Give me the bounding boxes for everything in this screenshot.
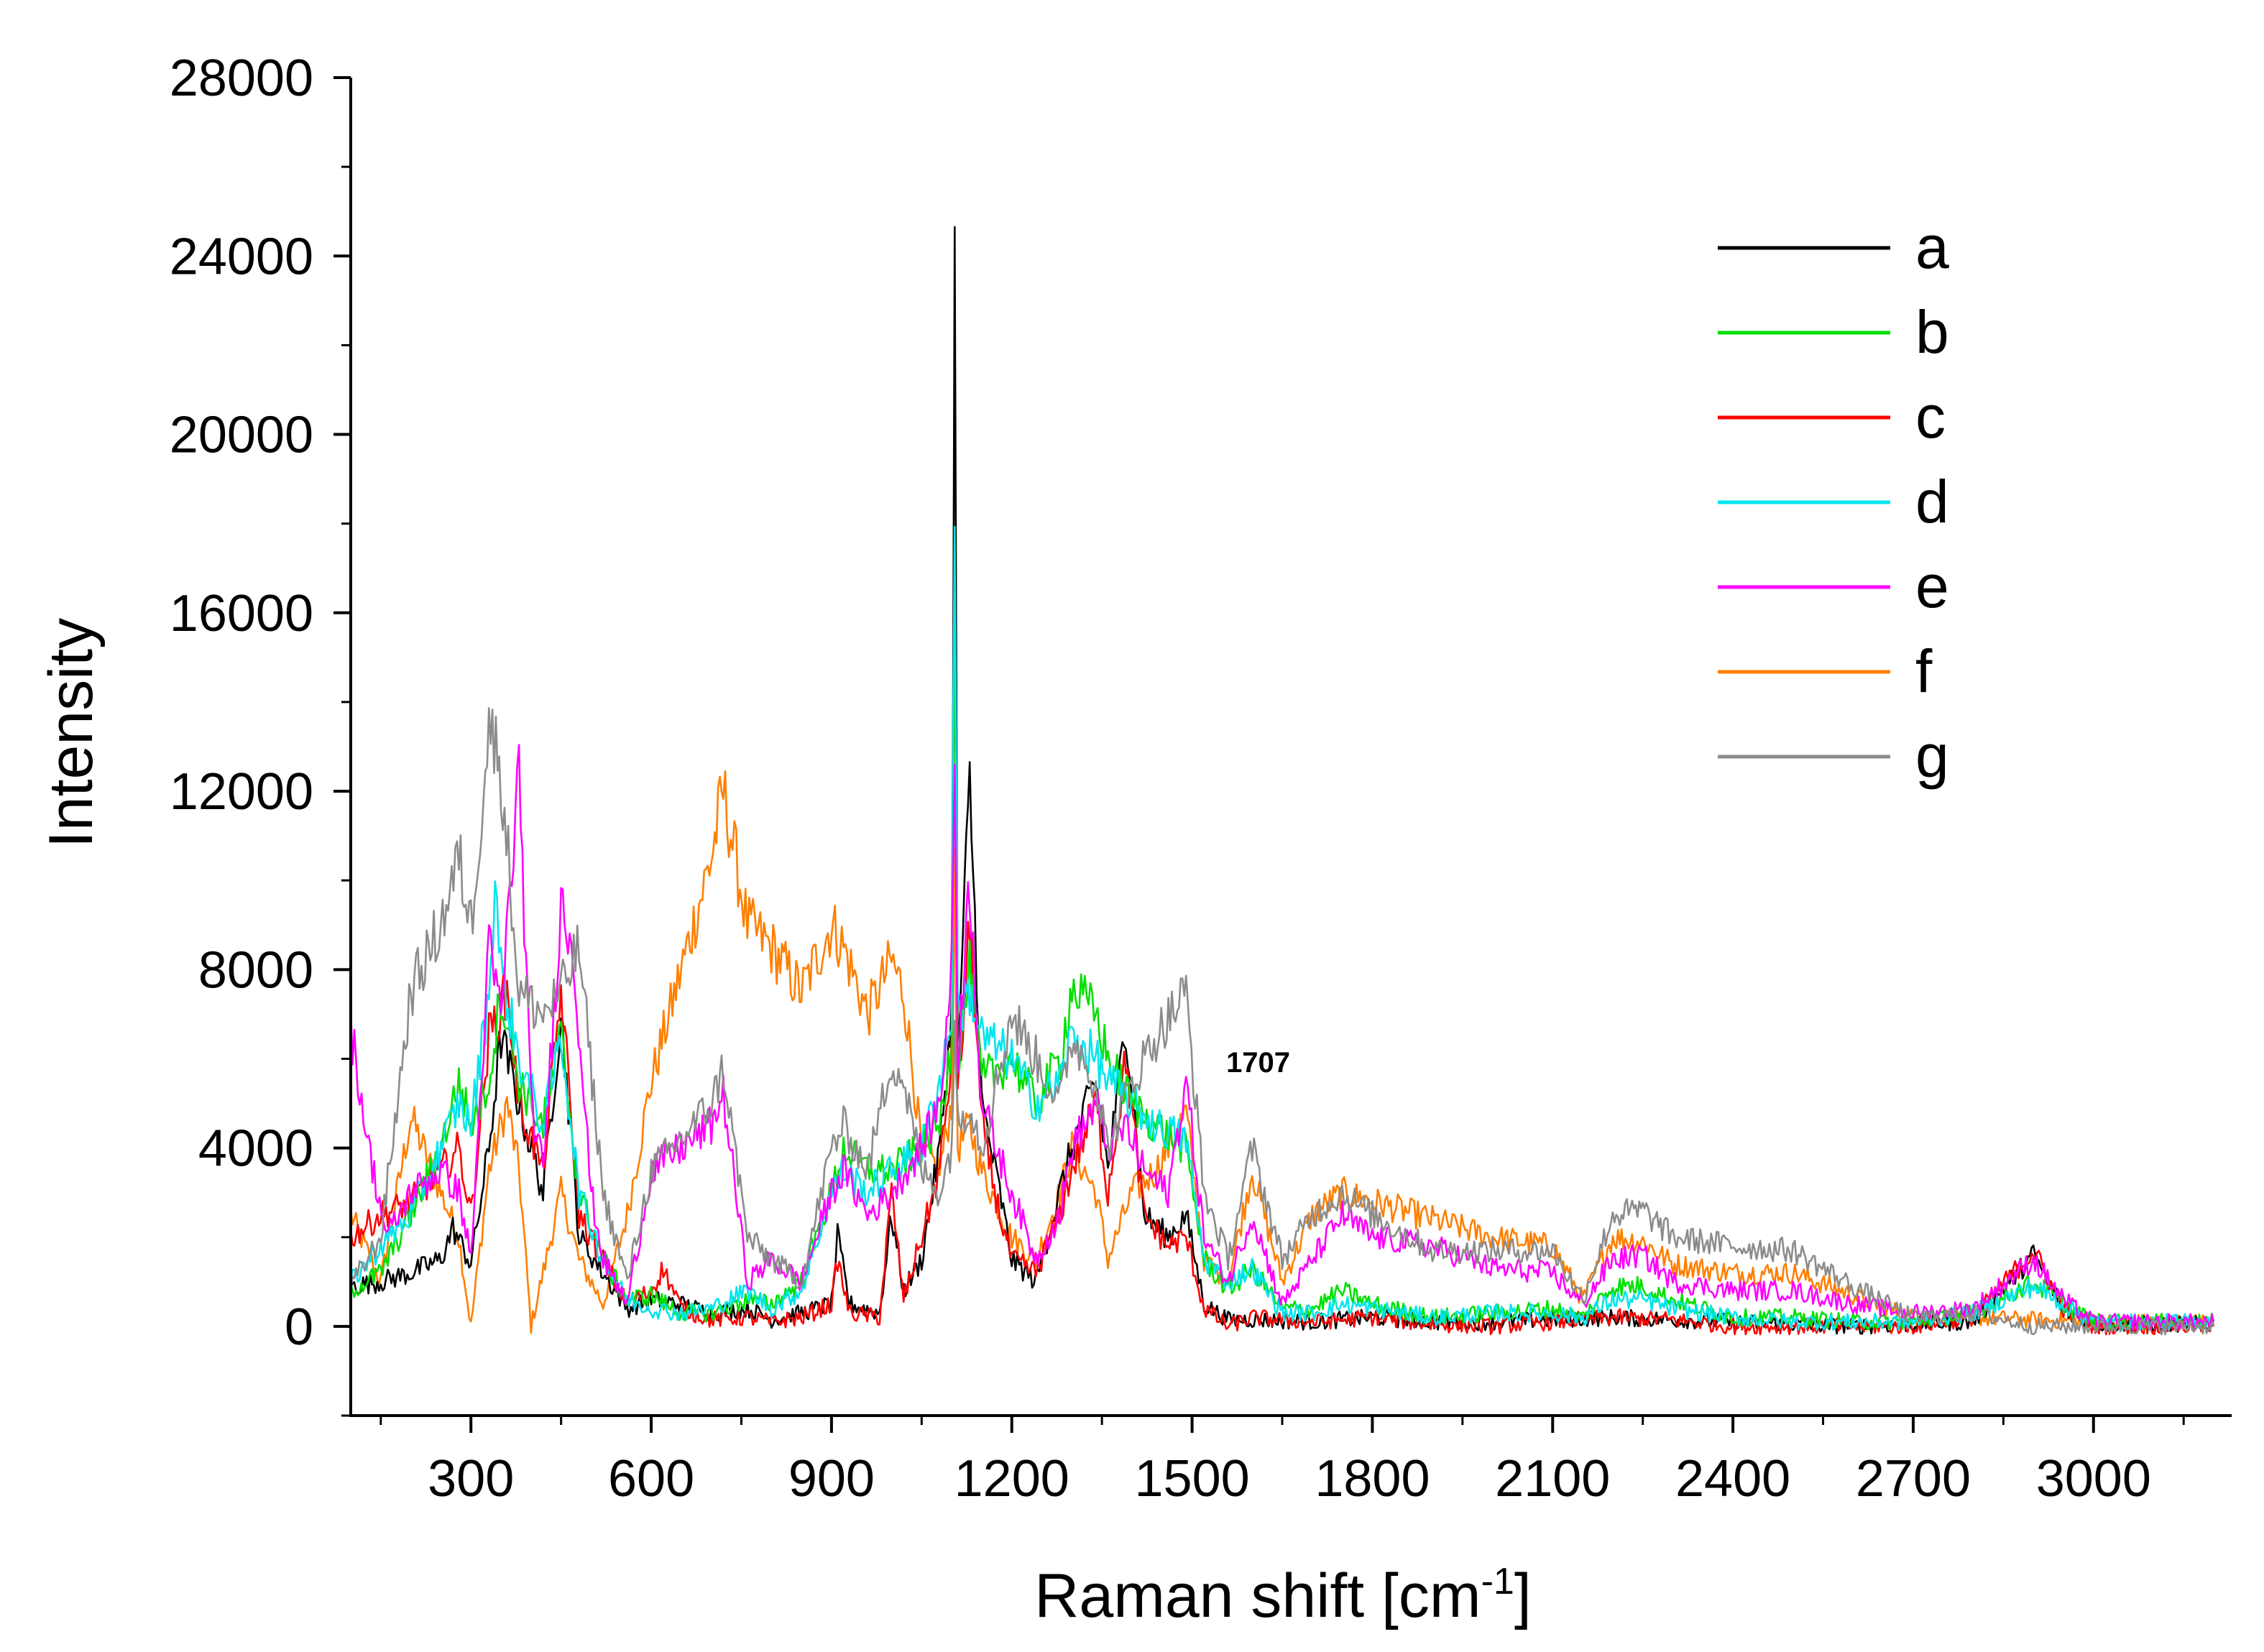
x-axis-title-main: Raman shift [cm (1034, 1561, 1481, 1630)
y-ticks: 0 4000 8000 12000 16000 20000 24000 28000 (170, 50, 351, 1417)
x-tick-label: 2400 (1675, 1450, 1790, 1508)
x-tick-label: 900 (788, 1450, 875, 1508)
y-tick-label: 4000 (198, 1120, 313, 1178)
y-tick-label: 20000 (170, 407, 313, 464)
y-tick-label: 24000 (170, 228, 313, 285)
legend-label-f: f (1915, 637, 1933, 705)
series-layer (349, 226, 2215, 1336)
x-ticks: 300 600 900 1200 1500 1800 2100 2400 2700 3000 (379, 1416, 2185, 1508)
legend-label-c: c (1915, 383, 1946, 451)
axes: 0 4000 8000 12000 16000 20000 24000 28000 300 60… (170, 50, 2232, 1508)
x-axis-title-end: ] (1514, 1561, 1532, 1630)
series-line-d (349, 525, 2214, 1332)
series-line-b (349, 573, 2215, 1331)
legend-label-d: d (1915, 468, 1949, 535)
y-tick-label: 28000 (170, 50, 313, 107)
series-line-e (349, 744, 2215, 1331)
x-axis-title-sup: -1 (1481, 1561, 1514, 1602)
y-tick-label: 0 (285, 1298, 313, 1356)
legend-label-g: g (1915, 722, 1949, 790)
x-tick-label: 2700 (1856, 1450, 1971, 1508)
y-axis-title: Intensity (37, 618, 106, 848)
x-tick-label: 1200 (954, 1450, 1069, 1508)
x-tick-label: 300 (428, 1450, 514, 1508)
x-tick-label: 2100 (1495, 1450, 1610, 1508)
series-line-g (349, 707, 2215, 1336)
x-tick-label: 600 (608, 1450, 694, 1508)
y-tick-label: 16000 (170, 585, 313, 642)
legend-label-e: e (1915, 553, 1949, 620)
peak-annotation-1707: 1707 (1226, 1047, 1290, 1079)
legend-label-b: b (1915, 298, 1949, 366)
y-tick-label: 12000 (170, 763, 313, 821)
x-tick-label: 3000 (2036, 1450, 2151, 1508)
x-axis-title: Raman shift [cm-1] (1034, 1561, 1531, 1630)
y-tick-label: 8000 (198, 941, 313, 999)
legend-label-a: a (1915, 213, 1949, 281)
x-tick-label: 1800 (1315, 1450, 1430, 1508)
series-line-c (349, 606, 2215, 1336)
x-tick-label: 1500 (1134, 1450, 1249, 1508)
